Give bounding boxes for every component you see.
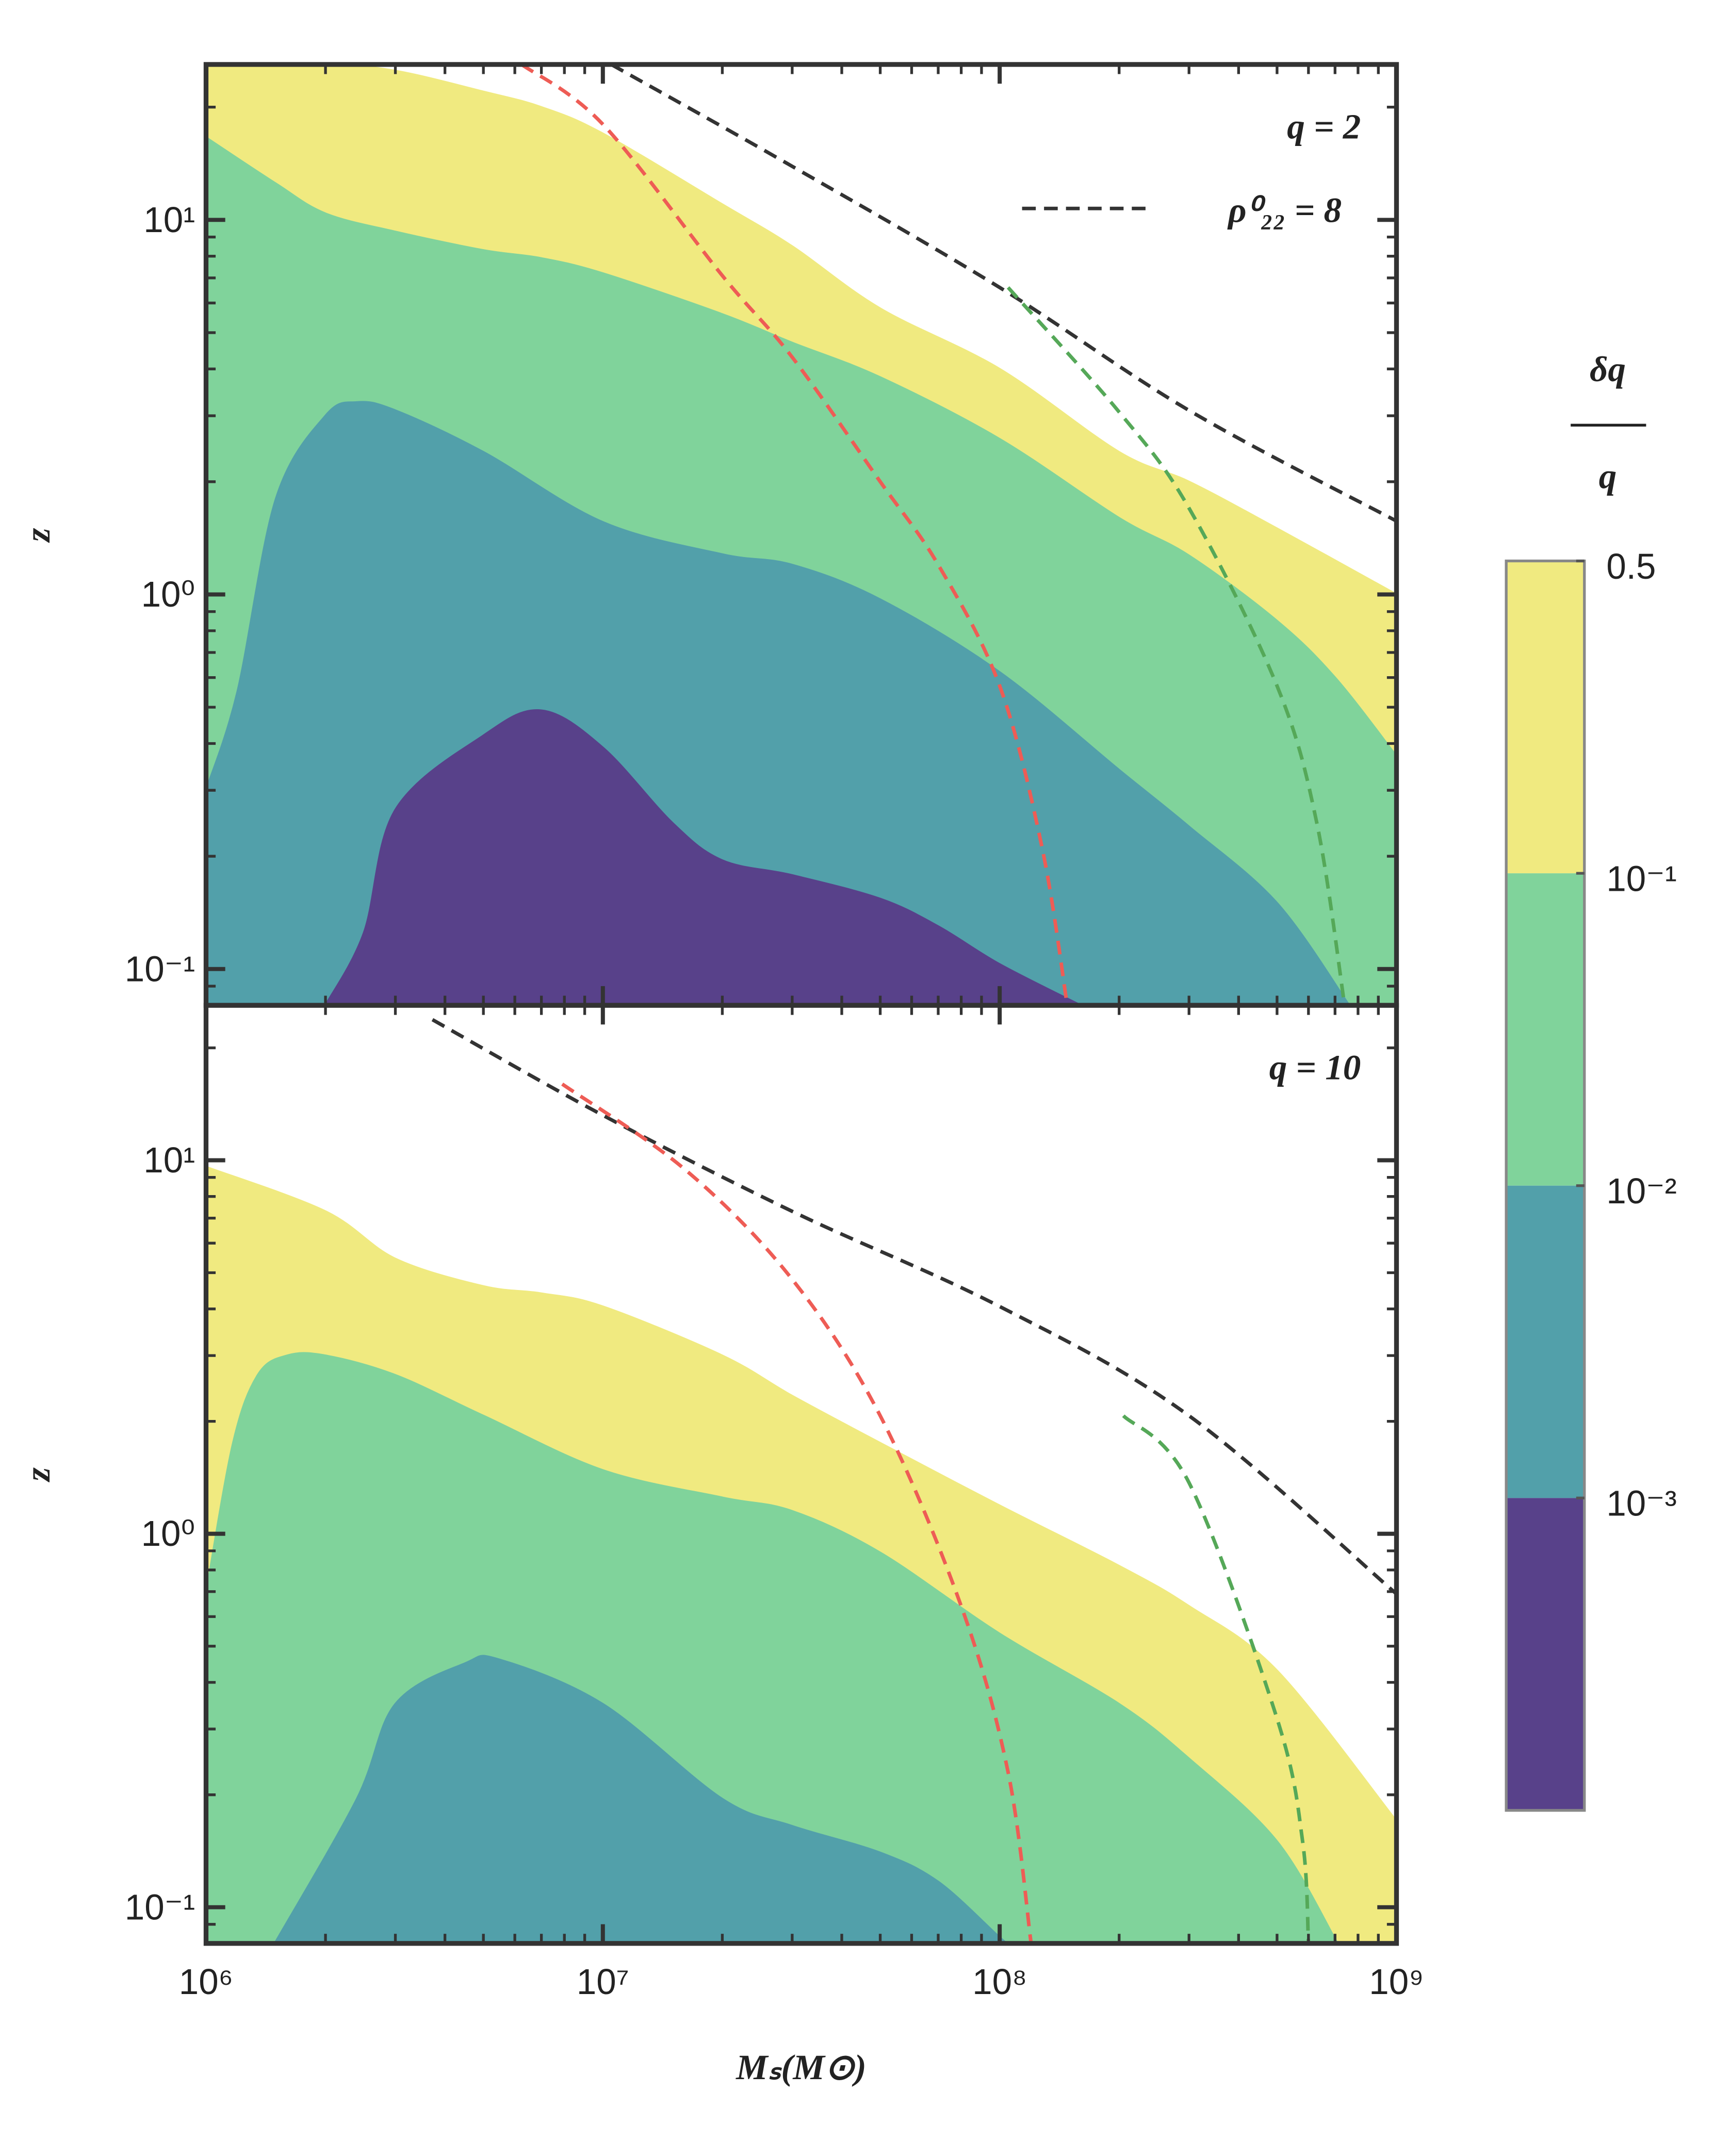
- colorbar-tick-label: 10⁻³: [1606, 1483, 1676, 1524]
- chart-title: q = 10: [1269, 1048, 1361, 1087]
- colorbar-label-numerator: δq: [1590, 349, 1626, 389]
- x-tick-label: 10⁶: [179, 1962, 233, 2002]
- chart-title: q = 2: [1287, 106, 1361, 146]
- colorbar-tick-label: 10⁻²: [1606, 1171, 1676, 1211]
- colorbar-tick-label: 10⁻¹: [1606, 858, 1676, 899]
- dashed-curve: [610, 64, 1397, 523]
- colorbar-segment: [1506, 561, 1585, 874]
- colorbar-segment: [1506, 1498, 1585, 1810]
- colorbar-segment: [1506, 1185, 1585, 1498]
- contour-region: [273, 1655, 1009, 1943]
- colorbar-label-denominator: q: [1599, 456, 1617, 496]
- dashed-curve: [561, 1082, 1033, 1943]
- x-axis-label: Mₛ(M⊙): [736, 2047, 867, 2087]
- y-axis-label: z: [18, 528, 57, 543]
- plot-area: [206, 1018, 1397, 1943]
- legend-label: ρ⁰₂₂ = 8: [1227, 190, 1342, 230]
- axes-frame: [203, 1003, 1399, 1946]
- colorbar-tick-label: 0.5: [1606, 546, 1656, 586]
- x-tick-label: 10⁸: [972, 1962, 1027, 2002]
- y-axis-label: z: [18, 1467, 57, 1482]
- y-tick-label: 10¹: [143, 1140, 195, 1180]
- colorbar-segment: [1506, 873, 1585, 1186]
- x-tick-label: 10⁷: [577, 1962, 629, 2002]
- contour-region: [324, 709, 1082, 1006]
- dashed-curve: [1006, 286, 1347, 1006]
- dashed-curve: [431, 1018, 1397, 1595]
- y-tick-label: 10⁰: [141, 1513, 195, 1554]
- y-tick-label: 10⁰: [141, 574, 195, 614]
- y-tick-label: 10⁻¹: [125, 949, 195, 989]
- dashed-curve: [520, 64, 1069, 1006]
- y-tick-label: 10⁻¹: [125, 1887, 195, 1927]
- x-tick-label: 10⁹: [1369, 1962, 1424, 2002]
- plot-area: [206, 64, 1397, 1006]
- y-tick-label: 10¹: [143, 200, 195, 240]
